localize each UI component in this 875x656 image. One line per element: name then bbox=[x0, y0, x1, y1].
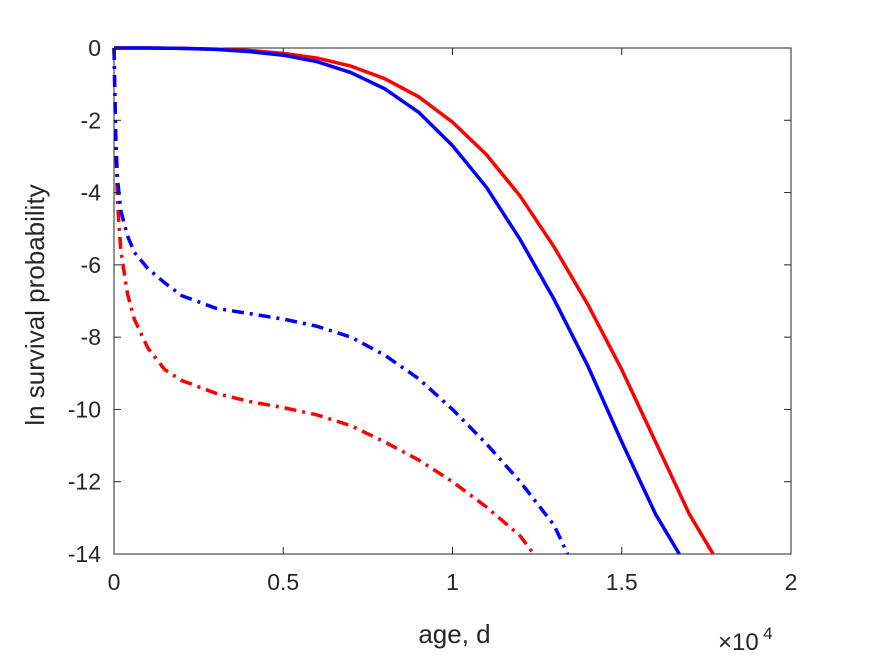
x-axis-ticks: 0 0.5 1 1.5 2 bbox=[108, 48, 798, 595]
series-line-2 bbox=[114, 46, 681, 555]
x-axis-exponent-base: ×10 bbox=[718, 629, 759, 656]
x-axis-exponent: ×10 4 bbox=[718, 624, 773, 656]
x-tick-label: 1.5 bbox=[606, 569, 638, 595]
y-tick-label: -6 bbox=[81, 252, 101, 278]
y-tick-label: -2 bbox=[81, 107, 101, 133]
y-tick-label: -8 bbox=[81, 324, 101, 350]
y-axis-label: ln survival probability bbox=[20, 184, 50, 425]
plot-area bbox=[113, 47, 792, 555]
y-tick-label: -14 bbox=[68, 541, 101, 567]
series-layer bbox=[112, 46, 715, 556]
y-tick-label: -12 bbox=[68, 469, 101, 495]
series-line-3 bbox=[112, 47, 536, 556]
plot-frame bbox=[113, 47, 792, 555]
y-tick-label: -10 bbox=[68, 396, 101, 422]
x-tick-label: 2 bbox=[785, 569, 798, 595]
x-axis-exponent-power: 4 bbox=[763, 624, 772, 643]
x-tick-label: 0 bbox=[108, 569, 121, 595]
series-line-4 bbox=[112, 47, 570, 555]
x-tick-label: 1 bbox=[446, 569, 459, 595]
y-tick-label: 0 bbox=[88, 35, 101, 61]
y-tick-label: -4 bbox=[81, 180, 102, 206]
y-axis-ticks: 0 -2 -4 -6 -8 -10 -12 -14 bbox=[68, 35, 791, 567]
x-axis-label: age, d bbox=[418, 619, 490, 649]
x-tick-label: 0.5 bbox=[267, 569, 299, 595]
